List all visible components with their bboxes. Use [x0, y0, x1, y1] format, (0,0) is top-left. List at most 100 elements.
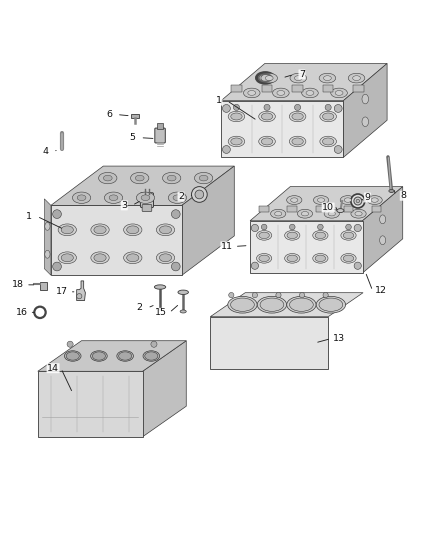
Ellipse shape — [318, 198, 325, 202]
Ellipse shape — [231, 138, 242, 145]
Ellipse shape — [275, 212, 282, 216]
Ellipse shape — [143, 351, 159, 361]
Ellipse shape — [367, 196, 382, 205]
Polygon shape — [51, 166, 234, 205]
Ellipse shape — [341, 231, 356, 240]
Circle shape — [67, 341, 73, 348]
Ellipse shape — [180, 310, 186, 313]
Ellipse shape — [320, 136, 336, 147]
Circle shape — [290, 224, 295, 230]
Ellipse shape — [244, 88, 260, 98]
Ellipse shape — [168, 192, 187, 204]
Bar — [131, 114, 139, 118]
Ellipse shape — [231, 113, 242, 120]
Ellipse shape — [337, 208, 344, 213]
Polygon shape — [250, 187, 403, 221]
Bar — [292, 85, 303, 92]
Ellipse shape — [380, 236, 385, 245]
Ellipse shape — [156, 252, 175, 264]
Circle shape — [151, 341, 157, 348]
Text: 10: 10 — [322, 203, 334, 212]
Polygon shape — [343, 63, 387, 157]
Ellipse shape — [261, 138, 273, 145]
Circle shape — [251, 224, 258, 232]
Text: 5: 5 — [130, 133, 135, 142]
Ellipse shape — [285, 254, 300, 263]
Ellipse shape — [257, 254, 272, 263]
Ellipse shape — [230, 298, 254, 311]
Ellipse shape — [355, 212, 362, 216]
Text: 15: 15 — [155, 308, 167, 317]
Ellipse shape — [328, 212, 336, 216]
Ellipse shape — [173, 195, 182, 200]
Ellipse shape — [261, 113, 273, 120]
Circle shape — [356, 199, 360, 203]
Polygon shape — [77, 281, 85, 301]
Ellipse shape — [259, 255, 269, 262]
Ellipse shape — [313, 231, 328, 240]
Ellipse shape — [257, 296, 286, 313]
Ellipse shape — [341, 254, 356, 263]
Text: 8: 8 — [400, 191, 406, 200]
Ellipse shape — [259, 111, 276, 122]
Ellipse shape — [316, 296, 346, 313]
Ellipse shape — [297, 209, 313, 218]
Ellipse shape — [58, 224, 77, 236]
Text: 1: 1 — [216, 96, 222, 105]
Circle shape — [171, 210, 180, 219]
Ellipse shape — [315, 232, 325, 239]
Circle shape — [351, 194, 365, 208]
Circle shape — [233, 104, 240, 110]
Ellipse shape — [103, 175, 112, 181]
Ellipse shape — [289, 136, 306, 147]
Bar — [231, 85, 242, 92]
Circle shape — [223, 104, 230, 112]
Ellipse shape — [290, 74, 307, 83]
Ellipse shape — [322, 138, 334, 145]
Text: 2: 2 — [178, 192, 184, 201]
Ellipse shape — [261, 74, 278, 83]
Polygon shape — [38, 372, 143, 437]
Ellipse shape — [61, 226, 74, 234]
FancyBboxPatch shape — [142, 205, 152, 212]
Ellipse shape — [135, 175, 144, 181]
Circle shape — [53, 262, 61, 271]
Ellipse shape — [131, 172, 149, 184]
Ellipse shape — [351, 209, 366, 218]
Bar — [157, 123, 162, 129]
Ellipse shape — [272, 88, 289, 98]
FancyBboxPatch shape — [141, 193, 153, 207]
FancyBboxPatch shape — [155, 128, 165, 143]
Ellipse shape — [335, 91, 343, 95]
Ellipse shape — [178, 290, 188, 294]
Ellipse shape — [259, 232, 269, 239]
Ellipse shape — [287, 296, 316, 313]
Text: 4: 4 — [42, 147, 48, 156]
Circle shape — [354, 197, 362, 205]
Ellipse shape — [306, 91, 314, 95]
Ellipse shape — [77, 195, 86, 200]
Circle shape — [53, 210, 61, 219]
Circle shape — [77, 294, 82, 299]
Circle shape — [354, 224, 361, 232]
Ellipse shape — [61, 254, 74, 262]
Circle shape — [191, 187, 207, 203]
Ellipse shape — [91, 224, 109, 236]
Ellipse shape — [301, 212, 309, 216]
Ellipse shape — [119, 352, 132, 360]
Ellipse shape — [371, 198, 378, 202]
Ellipse shape — [322, 113, 334, 120]
Polygon shape — [38, 341, 186, 372]
Ellipse shape — [348, 74, 365, 83]
Ellipse shape — [324, 76, 332, 80]
Ellipse shape — [277, 91, 285, 95]
Ellipse shape — [136, 192, 155, 204]
Ellipse shape — [228, 296, 257, 313]
Circle shape — [334, 104, 342, 112]
Ellipse shape — [259, 136, 276, 147]
Text: 7: 7 — [299, 70, 305, 79]
Text: 1: 1 — [26, 212, 32, 221]
Ellipse shape — [72, 192, 91, 204]
Ellipse shape — [156, 224, 175, 236]
Ellipse shape — [194, 172, 213, 184]
